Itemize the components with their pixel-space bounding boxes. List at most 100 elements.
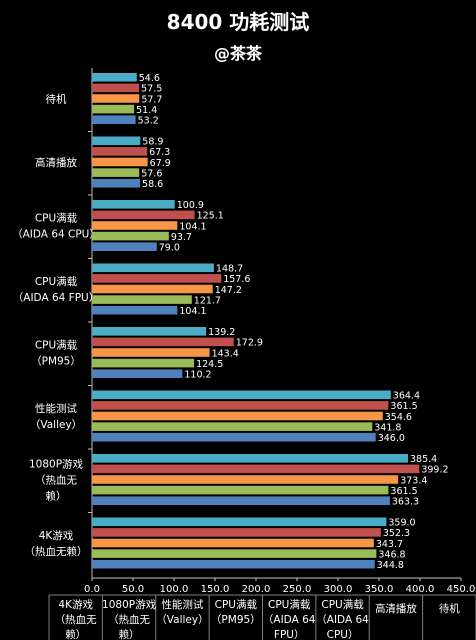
bar: [92, 274, 222, 283]
data-label: 172.9: [236, 338, 263, 349]
data-label: 54.6: [139, 73, 160, 84]
bar: [92, 411, 383, 421]
data-label: 139.2: [208, 327, 235, 338]
data-label: 125.1: [197, 211, 224, 222]
bar: [92, 496, 390, 505]
data-label: 354.6: [385, 412, 412, 423]
bar: [92, 295, 192, 304]
bar: [92, 94, 140, 103]
category-label: 性能测试: [35, 402, 77, 415]
bar: [92, 348, 210, 357]
bar: [92, 517, 387, 527]
category-label: （热血无赖）: [25, 545, 88, 558]
table-header-cell: （AIDA 64: [316, 614, 369, 626]
bar: [92, 369, 183, 378]
data-label: 361.5: [390, 486, 417, 497]
category-label: （AIDA 64 CPU）: [12, 229, 100, 241]
bar: [92, 390, 391, 400]
data-label: 361.5: [390, 401, 417, 412]
data-label: 67.9: [150, 158, 171, 169]
data-label: 67.3: [149, 147, 170, 158]
bar: [92, 200, 175, 209]
category-label: 待机: [46, 93, 67, 106]
x-tick-label: 400.0: [406, 584, 435, 595]
x-tick-label: 100.0: [160, 584, 189, 595]
bar: [92, 83, 140, 93]
bar: [92, 432, 376, 442]
bar: [92, 136, 141, 146]
data-label: 79.0: [159, 243, 180, 254]
bar: [92, 221, 178, 230]
table-header-cell: 1080P游戏: [102, 598, 157, 611]
category-label: CPU满载: [35, 213, 78, 225]
bar: [92, 538, 374, 548]
table-header-cell: FPU）: [274, 629, 305, 640]
table-header-cell: 4K游戏: [58, 598, 93, 611]
x-tick-label: 300.0: [324, 584, 353, 595]
category-label: （PM95）: [31, 356, 81, 368]
data-label: 363.3: [392, 497, 419, 508]
bar: [92, 284, 213, 294]
table-header-cell: 赖）: [119, 629, 140, 640]
bar: [92, 157, 148, 167]
table-header-cell: （AIDA 64: [263, 614, 316, 626]
data-label: 104.1: [179, 221, 206, 232]
bar: [92, 178, 141, 188]
category-label: 赖）: [46, 491, 67, 503]
category-label: CPU满载: [35, 340, 78, 352]
bar: [92, 358, 195, 368]
data-label: 385.4: [410, 454, 437, 465]
bar: [92, 475, 399, 484]
bar: [92, 401, 389, 410]
bar: [92, 73, 137, 82]
bar: [92, 147, 148, 156]
data-label: 373.4: [400, 475, 427, 486]
bar: [92, 263, 214, 273]
data-label: 364.4: [393, 391, 420, 402]
chart-title: 8400 功耗测试: [166, 10, 310, 34]
table-header-cell: CPU）: [327, 629, 359, 640]
bar: [92, 168, 140, 177]
category-label: （AIDA 64 FPU）: [13, 292, 99, 304]
category-label: （Valley）: [30, 419, 82, 431]
table-header-cell: CPU满载: [268, 599, 311, 611]
bar: [92, 337, 234, 347]
data-label: 57.7: [141, 94, 162, 105]
data-label: 343.7: [376, 539, 403, 550]
category-label: 4K游戏: [39, 529, 74, 542]
data-label: 344.8: [377, 560, 404, 571]
data-label: 57.5: [141, 84, 162, 95]
data-label: 359.0: [388, 518, 415, 529]
data-label: 157.6: [223, 274, 250, 285]
data-label: 121.7: [194, 295, 221, 306]
bar: [92, 528, 381, 537]
bar: [92, 115, 136, 124]
table-header-cell: （热血无: [108, 613, 150, 626]
data-label: 399.2: [421, 465, 448, 476]
table-header-cell: （热血无: [55, 613, 97, 626]
table-header-cell: （Valley）: [156, 614, 208, 626]
x-tick-label: 0.0: [84, 584, 100, 595]
table-header-cell: （PM95）: [211, 614, 261, 626]
table-header-cell: 赖）: [65, 629, 86, 640]
bar: [92, 454, 409, 463]
category-label: 高清播放: [35, 156, 77, 169]
bar: [92, 305, 178, 315]
x-tick-label: 150.0: [201, 584, 230, 595]
data-label: 341.8: [374, 422, 401, 433]
bar: [92, 327, 207, 336]
data-label: 352.3: [383, 528, 410, 539]
bar: [92, 242, 157, 251]
category-label: CPU满载: [35, 276, 78, 288]
data-label: 143.4: [212, 348, 239, 359]
data-label: 148.7: [216, 264, 243, 275]
category-label: （热血无: [35, 474, 77, 487]
data-label: 58.6: [142, 179, 163, 190]
x-tick-label: 350.0: [365, 584, 394, 595]
bar: [92, 559, 375, 569]
bar: [92, 549, 377, 558]
data-label: 57.6: [141, 168, 162, 179]
x-tick-label: 250.0: [283, 584, 312, 595]
category-label: 1080P游戏: [29, 458, 84, 471]
